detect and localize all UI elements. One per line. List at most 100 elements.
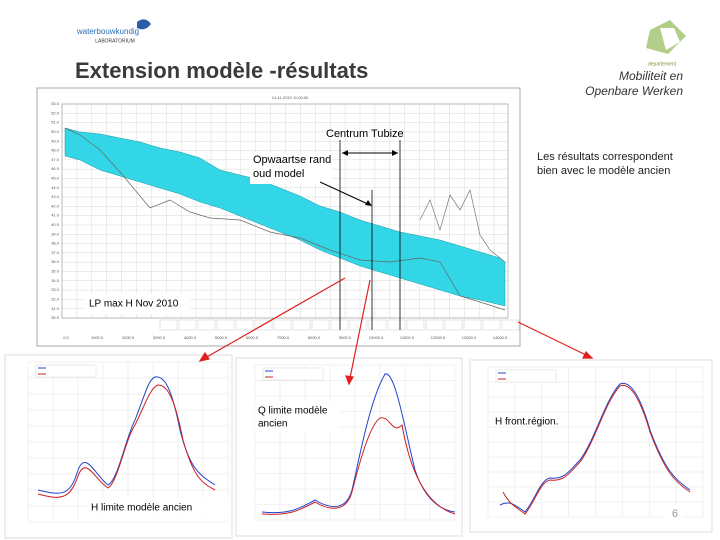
centrum-arrowheads [342,150,398,156]
dept-logo-icon [660,28,680,50]
small-chart: H front.région. [469,359,713,533]
x-tick-label: 10000.0 [369,335,384,340]
y-tick-label: 44.0 [51,185,60,190]
y-tick-label: 34.0 [51,278,60,283]
station-box [178,319,197,331]
x-tick-label: 12000.0 [431,335,446,340]
legend-box [262,367,324,381]
lab-logo: waterbouwkundig LABORATORIUM [76,19,151,44]
lab-logo-icon [137,19,151,30]
station-box [330,319,349,331]
label-box [84,294,190,314]
arrowhead [345,375,354,386]
arrows [198,277,594,386]
station-box [387,319,406,331]
centrum-label: Centrum Tubize [326,128,404,140]
station-box [235,319,254,331]
lab-logo-text: waterbouwkundig [76,27,139,36]
label-box [250,152,332,184]
station-box [311,319,330,331]
series-line [499,382,691,513]
x-tick-label: 8000.0 [308,335,321,340]
x-tick-label: 4000.0 [184,335,197,340]
small-chart: H limite modèle ancien [4,354,233,539]
bed-profile [64,127,506,311]
y-tick-label: 30.0 [51,315,60,320]
small-chart-label: ancien [258,419,287,430]
series-line [37,384,216,498]
comment: bien avec le modèle ancien [537,165,670,177]
y-tick-label: 42.0 [51,203,60,208]
y-tick-label: 50.0 [51,129,60,134]
series-line [37,376,216,494]
station-box [216,319,235,331]
small-chart-label: H limite modèle ancien [91,503,192,514]
timestamp: 14-11-2010 11:00:00 [272,95,309,100]
y-tick-label: 49.0 [51,138,60,143]
y-tick-label: 33.0 [51,287,60,292]
arrow [517,321,587,356]
arrow [349,279,371,379]
label-box [255,402,340,432]
x-tick-label: 3000.0 [153,335,166,340]
station-box [273,319,292,331]
y-tick-label: 47.0 [51,157,60,162]
y-tick-label: 52.0 [51,110,60,115]
lp-label: LP max H Nov 2010 [89,299,179,310]
lab-logo-text: LABORATORIUM [95,38,135,44]
dept-logo-text: Openbare Werken [585,84,683,98]
y-tick-label: 39.0 [51,231,60,236]
station-box [463,319,482,331]
y-tick-label: 41.0 [51,213,60,218]
x-tick-label: 14000.0 [493,335,508,340]
page-number: 6 [672,508,678,520]
upstream-label: Opwaartse rand [253,154,331,166]
label-box [88,498,230,518]
series-line [261,417,456,515]
y-tick-label: 31.0 [51,306,60,311]
series-line [502,384,691,515]
y-tick-label: 40.0 [51,222,60,227]
y-tick-label: 32.0 [51,296,60,301]
observed-line [419,188,506,263]
dept-logo: departement Mobiliteit en Openbare Werke… [585,20,686,98]
station-box [482,319,501,331]
page-number-box [664,504,684,524]
arrowhead [582,350,594,359]
y-tick-label: 46.0 [51,166,60,171]
dept-logo-text: departement [648,61,677,67]
arrowhead [198,351,210,362]
station-box [444,319,463,331]
arrow [204,277,346,359]
y-tick-label: 53.0 [51,101,60,106]
station-box [501,319,520,331]
x-tick-label: 7000.0 [277,335,290,340]
y-tick-label: 43.0 [51,194,60,199]
main-chart: 14-11-2010 11:00:00 53.0 52.0 51.0 50.0 49.0… [36,87,521,347]
plot-border [61,103,509,319]
x-tick-label: 6000.0 [246,335,259,340]
series-line [261,373,456,514]
small-chart-label: Q limite modèle [258,406,328,417]
station-box [159,319,178,331]
x-tick-label: 1000.0 [91,335,104,340]
y-tick-label: 35.0 [51,269,60,274]
upstream-arrowhead [365,200,372,206]
dept-logo-text: Mobiliteit en [619,69,683,83]
x-tick-label: 9000.0 [339,335,352,340]
station-box [349,319,368,331]
x-tick-label: 0.0 [63,335,69,340]
y-tick-label: 38.0 [51,241,60,246]
station-box [197,319,216,331]
small-chart-label: H front.région. [495,417,558,428]
comment: Les résultats correspondent [537,151,673,163]
legend-box [495,369,557,383]
station-box [368,319,387,331]
chart-frame [235,357,463,537]
legend-box [35,364,97,378]
slide-title: Extension modèle -résultats [75,58,368,83]
x-tick-label: 2000.0 [122,335,135,340]
y-tick-label: 51.0 [51,120,60,125]
x-tick-label: 13000.0 [462,335,477,340]
